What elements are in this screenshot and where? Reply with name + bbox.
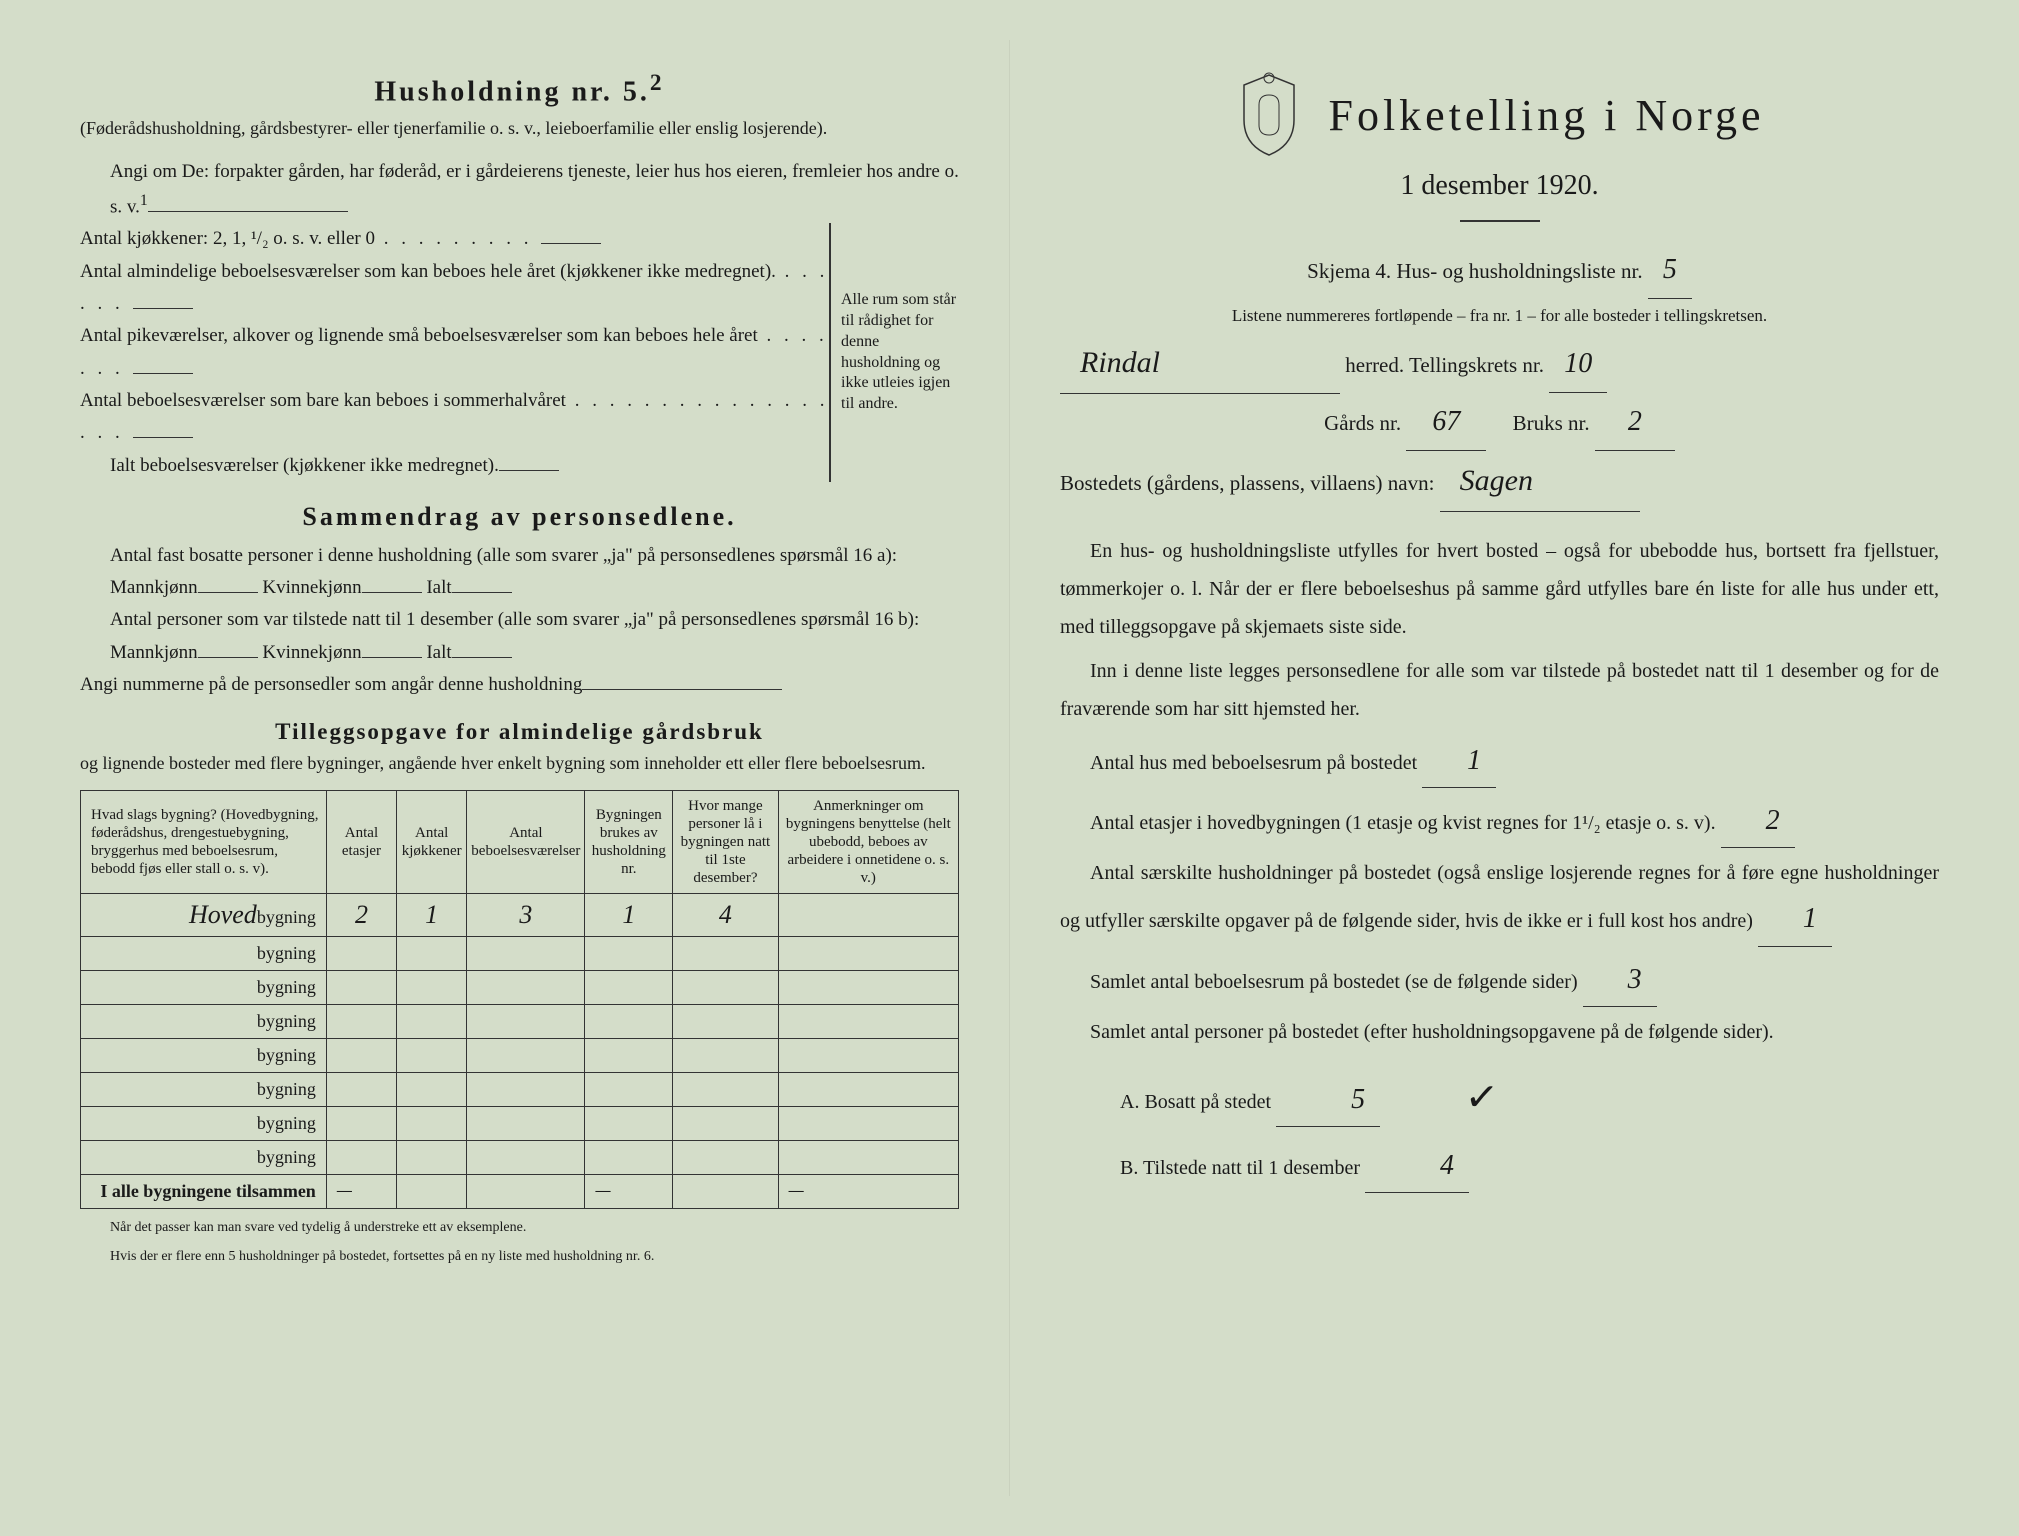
subtitle: 1 desember 1920.	[1060, 170, 1939, 202]
beboelsesrum-value: 3	[1583, 953, 1657, 1007]
right-header: Folketelling i Norge	[1060, 70, 1939, 160]
tellingskrets-value: 10	[1549, 336, 1607, 393]
bosted-line: Bostedets (gårdens, plassens, villaens) …	[1060, 451, 1939, 512]
table-row: bygning	[81, 1107, 959, 1141]
th-beboelse: Antal beboelsesværelser	[467, 791, 585, 894]
cell-beboelse: 3	[467, 894, 585, 937]
beboelsesrum-line: Samlet antal beboelsesrum på bostedet (s…	[1060, 953, 1939, 1007]
divider	[1460, 220, 1540, 222]
rooms-total-line: Ialt beboelsesværelser (kjøkkener ikke m…	[80, 450, 829, 482]
table-footer-row: I alle bygningene tilsammen———	[81, 1175, 959, 1209]
tillegg-title: Tilleggsopgave for almindelige gårdsbruk	[80, 719, 959, 745]
kitchens-line: Antal kjøkkener: 2, 1, ¹/₂ o. s. v. elle…	[80, 223, 829, 255]
th-anmerk: Anmerkninger om bygningens benyttelse (h…	[778, 791, 958, 894]
sammendrag-line-1: Antal fast bosatte personer i denne hush…	[80, 540, 959, 605]
body-text: En hus- og husholdningsliste utfylles fo…	[1060, 532, 1939, 1193]
sammendrag-line-2: Antal personer som var tilstede natt til…	[80, 604, 959, 669]
angi-line: Angi om De: forpakter gården, har føderå…	[80, 156, 959, 224]
main-title: Folketelling i Norge	[1328, 90, 1764, 141]
table-row: bygning	[81, 1073, 959, 1107]
th-etasjer: Antal etasjer	[326, 791, 396, 894]
table-row: bygning	[81, 937, 959, 971]
para2: Inn i denne liste legges personsedlene f…	[1060, 652, 1939, 728]
herred-value: Rindal	[1060, 333, 1340, 394]
household-title: Husholdning nr. 5.2	[80, 70, 959, 108]
cell-brukes: 1	[585, 894, 673, 937]
table-row: Hovedbygning 2 1 3 1 4	[81, 894, 959, 937]
bosted-value: Sagen	[1440, 451, 1640, 512]
herred-line: Rindal herred. Tellingskrets nr. 10	[1060, 333, 1939, 394]
bosatt-value: 5	[1276, 1073, 1380, 1127]
cell-anmerk	[778, 894, 958, 937]
para1: En hus- og husholdningsliste utfylles fo…	[1060, 532, 1939, 646]
checkmark-icon: ✓	[1402, 1053, 1502, 1137]
footnote-2: Hvis der er flere enn 5 husholdninger på…	[80, 1248, 959, 1266]
row1-prefix: Hoved	[189, 900, 257, 929]
bracket-note: Alle rum som står til rådighet for denne…	[829, 223, 959, 481]
skjema-line: Skjema 4. Hus- og husholdningsliste nr. …	[1060, 242, 1939, 299]
antal-hus-value: 1	[1422, 734, 1496, 788]
th-bygning: Hvad slags bygning? (Hovedbygning, føder…	[81, 791, 327, 894]
cell-etasjer: 2	[326, 894, 396, 937]
rooms2-line: Antal pikeværelser, alkover og lignende …	[80, 320, 829, 385]
listene-note: Listene nummereres fortløpende – fra nr.…	[1060, 299, 1939, 333]
gards-line: Gårds nr. 67 Bruks nr. 2	[1060, 394, 1939, 451]
th-kjokkener: Antal kjøkkener	[397, 791, 467, 894]
sammendrag-title: Sammendrag av personsedlene.	[80, 502, 959, 532]
th-personer: Hvor mange personer lå i bygningen natt …	[673, 791, 778, 894]
footnote-1: Når det passer kan man svare ved tydelig…	[80, 1219, 959, 1237]
husholdninger-value: 1	[1758, 892, 1832, 946]
building-table: Hvad slags bygning? (Hovedbygning, føder…	[80, 790, 959, 1209]
coat-of-arms-icon	[1234, 70, 1304, 160]
left-page: Husholdning nr. 5.2 (Føderådshusholdning…	[30, 40, 1010, 1496]
gards-value: 67	[1406, 394, 1486, 451]
antal-hus-line: Antal hus med beboelsesrum på bostedet 1	[1060, 734, 1939, 788]
household-note: (Føderådshusholdning, gårdsbestyrer- ell…	[80, 116, 959, 141]
personer-line: Samlet antal personer på bostedet (efter…	[1060, 1013, 1939, 1051]
husholdninger-line: Antal særskilte husholdninger på bostede…	[1060, 854, 1939, 946]
table-row: bygning	[81, 1005, 959, 1039]
table-row: bygning	[81, 1141, 959, 1175]
table-row: bygning	[81, 1039, 959, 1073]
cell-personer: 4	[673, 894, 778, 937]
cell-kjokkener: 1	[397, 894, 467, 937]
skjema-value: 5	[1648, 242, 1692, 299]
bosatt-line: A. Bosatt på stedet 5 ✓	[1060, 1057, 1939, 1133]
tilstede-value: 4	[1365, 1139, 1469, 1193]
tillegg-note: og lignende bosteder med flere bygninger…	[80, 751, 959, 776]
table-row: bygning	[81, 971, 959, 1005]
etasjer-value: 2	[1721, 794, 1795, 848]
rooms1-line: Antal almindelige beboelsesværelser som …	[80, 256, 829, 321]
tilstede-line: B. Tilstede natt til 1 desember 4	[1060, 1139, 1939, 1193]
rooms3-line: Antal beboelsesværelser som bare kan beb…	[80, 385, 829, 450]
bruks-value: 2	[1595, 394, 1675, 451]
angi-nummerne: Angi nummerne på de personsedler som ang…	[80, 669, 959, 701]
th-brukes: Bygningen brukes av husholdning nr.	[585, 791, 673, 894]
rooms-bracket: Antal kjøkkener: 2, 1, ¹/₂ o. s. v. elle…	[80, 223, 959, 481]
etasjer-line: Antal etasjer i hovedbygningen (1 etasje…	[1060, 794, 1939, 848]
right-page: Folketelling i Norge 1 desember 1920. Sk…	[1010, 40, 1989, 1496]
